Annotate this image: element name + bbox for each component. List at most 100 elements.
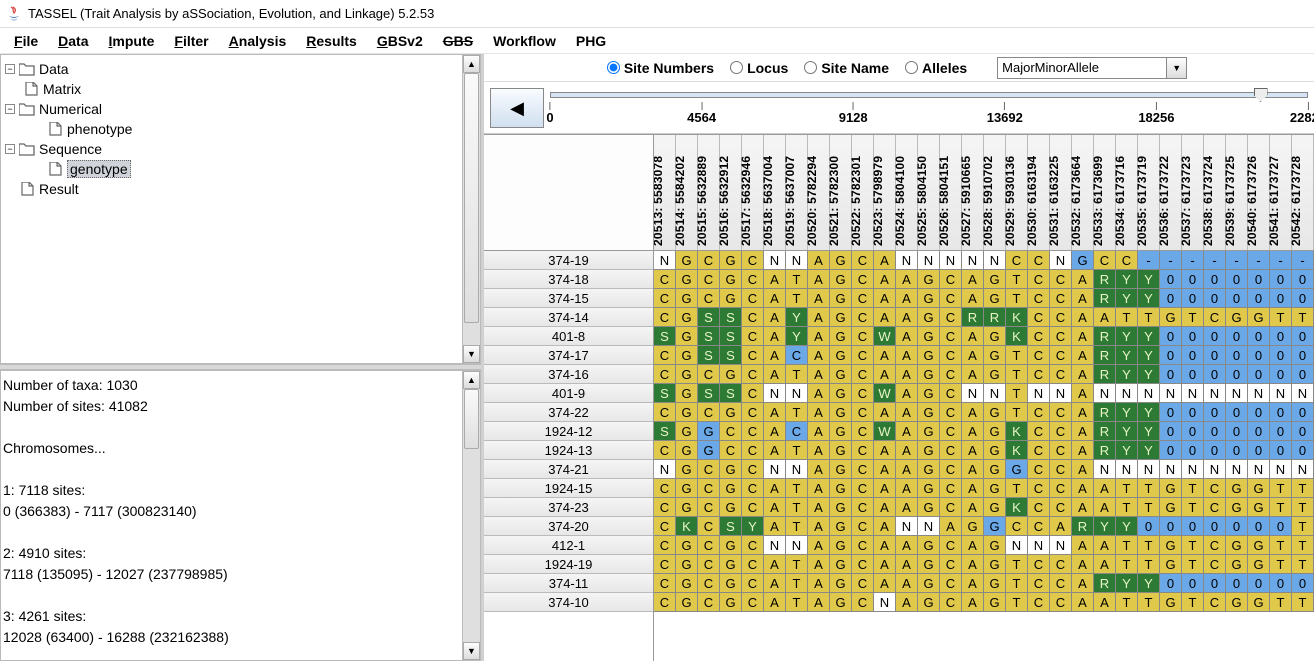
genotype-cell: 0 (1292, 403, 1314, 422)
row-header[interactable]: 374-21 (484, 460, 653, 479)
info-scrollbar[interactable]: ▲ ▼ (462, 371, 480, 660)
row-header[interactable]: 374-15 (484, 289, 653, 308)
scroll-up-icon[interactable]: ▲ (463, 371, 480, 389)
genotype-cell: A (896, 479, 918, 498)
genotype-cell: 0 (1226, 403, 1248, 422)
radio-alleles[interactable]: Alleles (905, 60, 967, 76)
row-header[interactable]: 1924-13 (484, 441, 653, 460)
scroll-down-icon[interactable]: ▼ (463, 642, 480, 660)
position-slider[interactable]: 045649128136921825622820 (550, 86, 1314, 133)
genotype-cell: A (764, 441, 786, 460)
genotype-cell: C (852, 346, 874, 365)
menu-results[interactable]: Results (296, 31, 367, 51)
tree-toggle[interactable]: − (5, 144, 15, 154)
row-header[interactable]: 412-1 (484, 536, 653, 555)
row-header[interactable]: 374-23 (484, 498, 653, 517)
genotype-cell: A (764, 365, 786, 384)
row-header[interactable]: 374-14 (484, 308, 653, 327)
genotype-cell: T (1116, 536, 1138, 555)
genotype-cell: 0 (1270, 289, 1292, 308)
tree-item-matrix[interactable]: Matrix (3, 79, 460, 99)
radio-input[interactable] (730, 61, 743, 74)
genotype-cell: C (852, 422, 874, 441)
tree-item-phenotype[interactable]: phenotype (3, 119, 460, 139)
genotype-cell: T (786, 498, 808, 517)
back-button[interactable]: ◀ (490, 88, 544, 128)
genotype-cell: Y (1138, 270, 1160, 289)
genotype-cell: G (676, 479, 698, 498)
genotype-cell: C (1204, 308, 1226, 327)
tree-toggle[interactable]: − (5, 104, 15, 114)
radio-input[interactable] (804, 61, 817, 74)
menu-phg[interactable]: PHG (566, 31, 616, 51)
genotype-cell: Y (1116, 441, 1138, 460)
scroll-thumb[interactable] (464, 389, 479, 449)
genotype-cell: R (962, 308, 984, 327)
menu-filter[interactable]: Filter (164, 31, 218, 51)
file-icon (47, 122, 63, 136)
radio-input[interactable] (607, 61, 620, 74)
row-header[interactable]: 1924-12 (484, 422, 653, 441)
genotype-cell: A (874, 308, 896, 327)
genotype-cell: 0 (1204, 574, 1226, 593)
row-header[interactable]: 1924-15 (484, 479, 653, 498)
menu-file[interactable]: File (4, 31, 48, 51)
row-header[interactable]: 401-8 (484, 327, 653, 346)
menu-workflow[interactable]: Workflow (483, 31, 566, 51)
genotype-cell: 0 (1248, 270, 1270, 289)
tree-item-genotype[interactable]: genotype (3, 159, 460, 179)
genotype-cell: 0 (1160, 289, 1182, 308)
genotype-cell: C (742, 384, 764, 403)
tree-item-data[interactable]: −Data (3, 59, 460, 79)
row-header[interactable]: 374-17 (484, 346, 653, 365)
menu-gbs[interactable]: GBS (433, 31, 483, 51)
coloring-dropdown[interactable]: MajorMinorAllele ▼ (997, 57, 1187, 79)
menu-analysis[interactable]: Analysis (219, 31, 297, 51)
menu-data[interactable]: Data (48, 31, 98, 51)
tree-item-numerical[interactable]: −Numerical (3, 99, 460, 119)
genotype-cell: C (1050, 593, 1072, 612)
genotype-cell: T (786, 289, 808, 308)
row-header[interactable]: 1924-19 (484, 555, 653, 574)
row-header[interactable]: 374-22 (484, 403, 653, 422)
genotype-cell: G (1160, 498, 1182, 517)
row-header[interactable]: 374-11 (484, 574, 653, 593)
radio-input[interactable] (905, 61, 918, 74)
row-header[interactable]: 374-10 (484, 593, 653, 612)
genotype-cell: A (874, 479, 896, 498)
slider-handle[interactable] (1254, 88, 1268, 102)
chevron-down-icon[interactable]: ▼ (1166, 58, 1186, 78)
genotype-cell: N (764, 384, 786, 403)
genotype-cell: 0 (1204, 346, 1226, 365)
genotype-cell: - (1226, 251, 1248, 270)
genotype-cell: G (676, 555, 698, 574)
menu-gbsv2[interactable]: GBSv2 (367, 31, 433, 51)
tree-item-sequence[interactable]: −Sequence (3, 139, 460, 159)
row-header[interactable]: 374-19 (484, 251, 653, 270)
tree-toggle[interactable]: − (5, 64, 15, 74)
scroll-thumb[interactable] (464, 73, 479, 323)
info-panel: Number of taxa: 1030 Number of sites: 41… (0, 370, 481, 661)
tree-scrollbar[interactable]: ▲ ▼ (462, 55, 480, 363)
row-header[interactable]: 401-9 (484, 384, 653, 403)
table-row: CGCGCATAGCAAGCAGTCCARYY0000000 (654, 365, 1314, 384)
tree-item-result[interactable]: Result (3, 179, 460, 199)
genotype-cell: C (1050, 365, 1072, 384)
radio-locus[interactable]: Locus (730, 60, 788, 76)
row-header[interactable]: 374-16 (484, 365, 653, 384)
row-header[interactable]: 374-18 (484, 270, 653, 289)
genotype-cell: C (742, 536, 764, 555)
radio-site-numbers[interactable]: Site Numbers (607, 60, 714, 76)
genotype-cell: A (1094, 498, 1116, 517)
table-row: SGSSCNNAGCWAGCNNTNNANNNNNNNNNN (654, 384, 1314, 403)
scroll-down-icon[interactable]: ▼ (463, 345, 480, 363)
genotype-cell: Y (1138, 441, 1160, 460)
genotype-cell: 0 (1182, 270, 1204, 289)
column-header[interactable]: 20542: 6173728 (1292, 135, 1314, 250)
genotype-cell: Y (1138, 327, 1160, 346)
row-header[interactable]: 374-20 (484, 517, 653, 536)
radio-site-name[interactable]: Site Name (804, 60, 889, 76)
genotype-cell: A (896, 327, 918, 346)
scroll-up-icon[interactable]: ▲ (463, 55, 480, 73)
menu-impute[interactable]: Impute (99, 31, 165, 51)
